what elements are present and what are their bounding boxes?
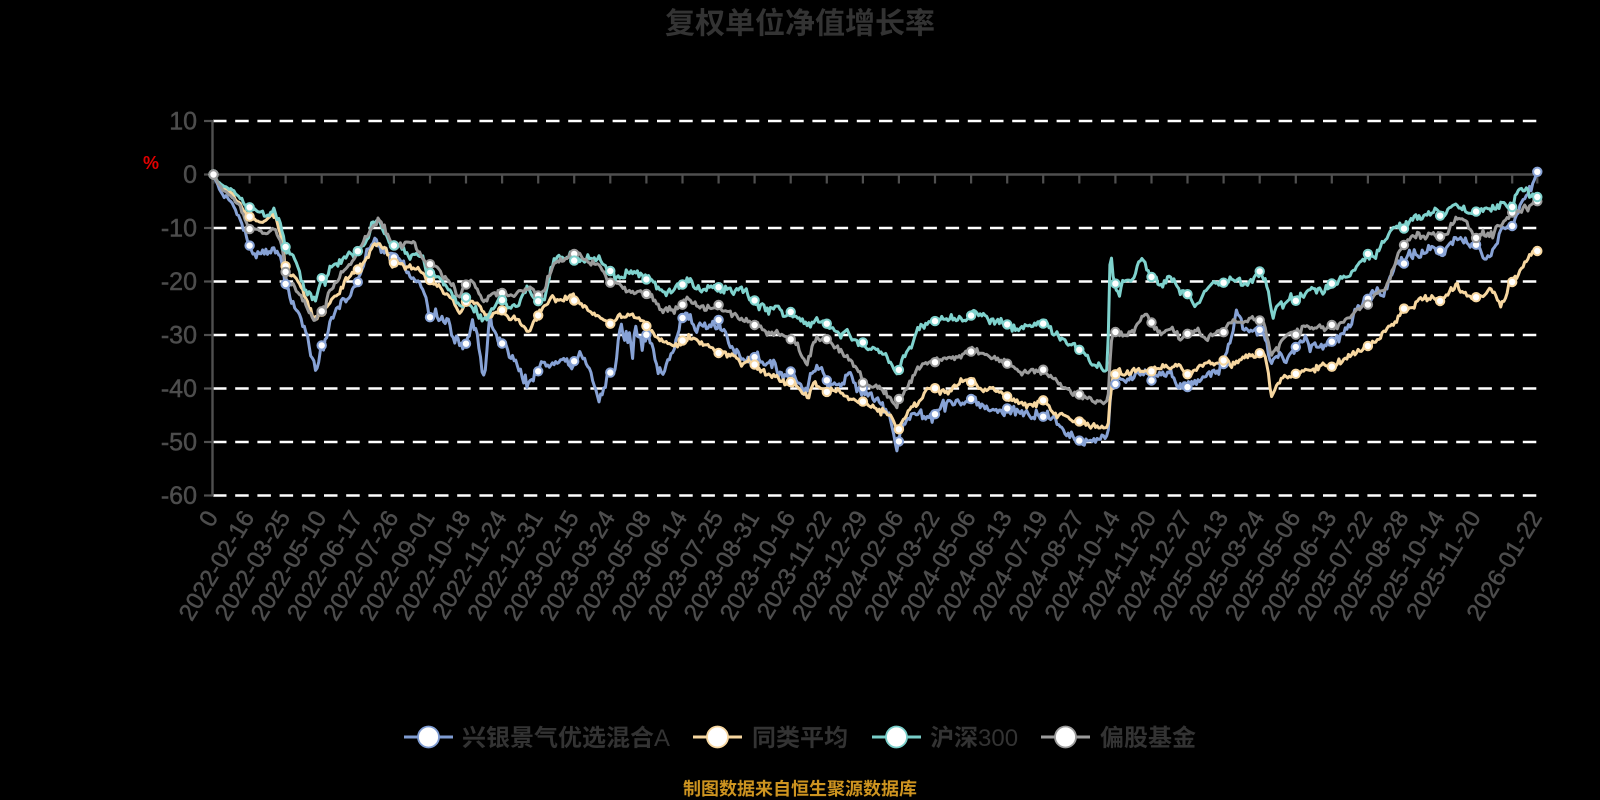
svg-text:10: 10 — [169, 108, 197, 136]
svg-text:A: A — [654, 725, 670, 752]
svg-text:-10: -10 — [161, 215, 197, 243]
svg-text:300: 300 — [978, 725, 1018, 752]
svg-text:%: % — [143, 153, 159, 173]
svg-text:0: 0 — [183, 161, 197, 189]
svg-text:-60: -60 — [161, 482, 197, 510]
svg-text:-30: -30 — [161, 322, 197, 350]
svg-text:-40: -40 — [161, 375, 197, 403]
svg-text:-20: -20 — [161, 268, 197, 296]
svg-text:-50: -50 — [161, 429, 197, 457]
